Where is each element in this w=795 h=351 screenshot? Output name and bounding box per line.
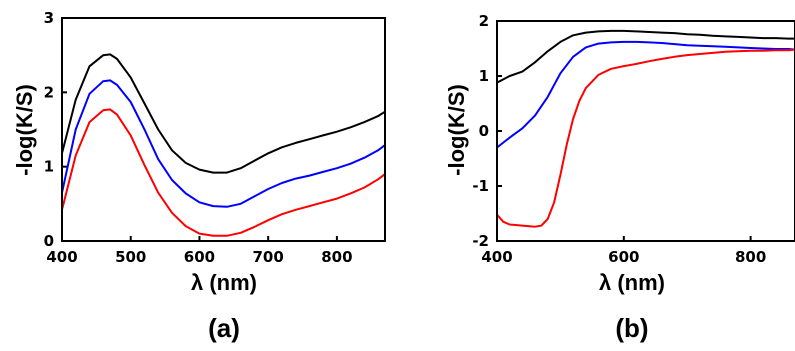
y-tick-label: 2 xyxy=(44,83,54,101)
y-tick-label: 1 xyxy=(479,67,489,85)
y-axis-label: -log(K/S) xyxy=(12,84,37,176)
x-tick-label: 400 xyxy=(46,248,77,266)
x-tick-label: 500 xyxy=(115,248,146,266)
chart-panel-b: 400 600 800 -2 -1 0 1 2 λ (nm) -log(K/S) (b) xyxy=(444,12,795,343)
y-tick-label: 0 xyxy=(479,122,489,140)
y-tick-label: -1 xyxy=(472,177,489,195)
y-tick-label: 1 xyxy=(44,158,54,176)
x-axis-label: λ (nm) xyxy=(599,270,665,295)
x-tick-label: 400 xyxy=(481,248,512,266)
x-tick-label: 600 xyxy=(608,248,639,266)
axes-frame xyxy=(61,17,386,242)
x-tick-label: 800 xyxy=(735,248,766,266)
series-line-2 xyxy=(496,40,795,149)
x-tick-label: 800 xyxy=(321,248,352,266)
y-tick-label: 2 xyxy=(479,12,489,30)
chart-panel-a: 400 500 600 700 800 0 1 2 3 λ (nm) -log(K/S) (a) xyxy=(12,9,386,343)
x-tick-label: 600 xyxy=(184,248,215,266)
x-axis-label: λ (nm) xyxy=(191,270,257,295)
axes-frame xyxy=(496,20,795,242)
series-line-3 xyxy=(61,108,386,237)
x-tick-label: 700 xyxy=(253,248,284,266)
series-line-2 xyxy=(61,79,386,208)
series-line-1 xyxy=(496,29,795,84)
y-tick-label: 3 xyxy=(44,9,54,27)
panel-label: (a) xyxy=(208,313,240,343)
series-line-1 xyxy=(61,53,386,174)
y-axis-label: -log(K/S) xyxy=(444,84,469,176)
series-line-3 xyxy=(496,48,795,228)
y-tick-label: -2 xyxy=(472,232,489,250)
panel-label: (b) xyxy=(615,313,648,343)
y-tick-label: 0 xyxy=(44,232,54,250)
